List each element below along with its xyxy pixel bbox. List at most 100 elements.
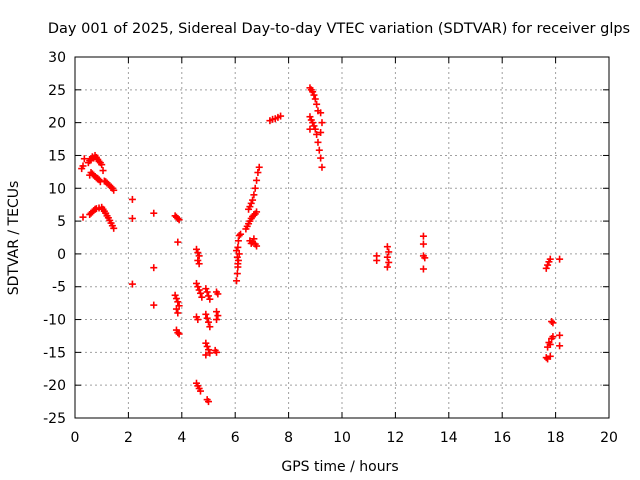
y-tick-label: -10 xyxy=(43,313,66,329)
data-point xyxy=(315,146,323,154)
data-point xyxy=(542,264,550,272)
data-point xyxy=(202,351,210,359)
data-point xyxy=(213,316,221,324)
grid xyxy=(75,57,609,418)
y-tick-label: 0 xyxy=(57,247,66,263)
data-point xyxy=(206,323,214,331)
data-point xyxy=(128,280,136,288)
data-point xyxy=(150,264,158,272)
data-point xyxy=(194,256,202,264)
data-point xyxy=(546,255,554,263)
data-points xyxy=(78,84,564,406)
data-point xyxy=(233,270,241,278)
data-point xyxy=(383,263,391,271)
data-point xyxy=(254,169,262,177)
data-point xyxy=(385,258,393,266)
data-point xyxy=(205,318,212,326)
y-axis-label: SDTVAR / TECUs xyxy=(6,181,22,296)
data-point xyxy=(98,161,106,169)
data-point xyxy=(556,255,564,263)
data-point xyxy=(192,279,200,287)
data-point xyxy=(195,260,203,268)
data-point xyxy=(174,238,182,246)
x-tick-label: 20 xyxy=(600,430,618,446)
x-tick-label: 18 xyxy=(547,430,565,446)
x-tick-label: 10 xyxy=(333,430,351,446)
data-point xyxy=(233,277,241,285)
data-point xyxy=(175,216,183,224)
data-point xyxy=(310,91,318,99)
data-point xyxy=(235,232,243,240)
data-point xyxy=(195,286,203,294)
data-point xyxy=(205,398,212,406)
data-point xyxy=(150,209,158,217)
data-point xyxy=(250,235,258,243)
data-point xyxy=(205,292,212,300)
data-point xyxy=(246,203,254,211)
data-point xyxy=(419,240,427,248)
data-point xyxy=(317,154,325,162)
x-axis-ticks: 0 2 4 6 8 10 12 14 16 18 20 xyxy=(71,57,618,446)
y-tick-label: 25 xyxy=(48,83,66,99)
data-point xyxy=(544,343,552,351)
data-point xyxy=(80,155,88,163)
data-point xyxy=(317,109,325,117)
y-tick-label: -25 xyxy=(43,411,66,427)
x-tick-label: 16 xyxy=(493,430,511,446)
data-point xyxy=(253,208,261,216)
data-point xyxy=(313,130,321,138)
data-point xyxy=(277,112,285,120)
data-point xyxy=(110,224,118,232)
data-point xyxy=(556,342,564,350)
data-point xyxy=(383,253,391,261)
data-point xyxy=(195,252,203,260)
data-point xyxy=(79,213,87,221)
y-tick-label: 30 xyxy=(48,50,66,66)
data-point xyxy=(150,301,158,309)
data-point xyxy=(174,298,182,306)
y-axis-ticks: -25 -20 -15 -10 -5 0 5 10 15 20 25 30 xyxy=(43,50,609,427)
data-point xyxy=(128,195,136,203)
data-point xyxy=(202,339,210,347)
data-point xyxy=(206,349,214,357)
data-point xyxy=(251,184,259,192)
data-point xyxy=(194,283,202,291)
data-point xyxy=(311,95,319,103)
data-point xyxy=(196,289,204,297)
data-point xyxy=(128,214,136,222)
data-point xyxy=(419,232,427,240)
data-point xyxy=(247,199,255,207)
data-point xyxy=(171,291,179,299)
data-point xyxy=(313,100,321,108)
data-point xyxy=(174,214,182,222)
data-point xyxy=(255,163,263,171)
data-point xyxy=(202,285,210,293)
data-point xyxy=(110,186,118,194)
data-point xyxy=(314,138,322,146)
data-point xyxy=(309,119,317,127)
data-point xyxy=(174,309,182,317)
data-point xyxy=(237,230,245,238)
data-point xyxy=(206,295,214,303)
data-point xyxy=(192,245,200,253)
data-point xyxy=(546,352,554,360)
x-axis-label: GPS time / hours xyxy=(281,459,398,475)
data-point xyxy=(548,318,556,326)
y-tick-label: 10 xyxy=(48,181,66,197)
data-point xyxy=(79,162,87,170)
data-point xyxy=(309,88,317,96)
data-point xyxy=(99,167,107,175)
data-point xyxy=(198,293,206,301)
data-point xyxy=(234,260,242,268)
x-tick-label: 14 xyxy=(440,430,458,446)
y-tick-label: -15 xyxy=(43,345,66,361)
data-point xyxy=(385,248,393,256)
data-point xyxy=(233,253,241,261)
data-point xyxy=(544,261,552,269)
data-point xyxy=(310,122,318,130)
y-tick-label: 15 xyxy=(48,148,66,164)
data-point xyxy=(549,319,557,327)
data-point xyxy=(306,113,314,121)
